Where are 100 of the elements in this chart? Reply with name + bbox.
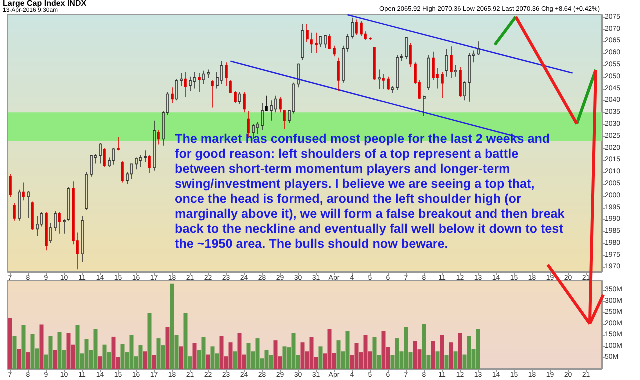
candlestick [130,163,133,180]
candlestick [310,32,313,54]
candlestick [153,120,156,172]
candlestick [459,66,462,98]
bar [202,337,206,369]
bar [444,355,449,369]
candlestick [306,24,309,43]
candlestick [45,212,48,251]
candlestick [243,92,246,113]
candlestick [373,46,376,81]
candlestick [382,74,385,90]
bar [166,327,170,369]
bar [228,342,233,369]
candlestick [468,52,471,102]
candlestick [283,110,286,130]
candlestick [301,24,304,61]
bar [40,324,44,369]
candlestick [324,34,327,49]
bar [431,341,436,369]
candlestick [238,92,241,105]
candlestick [18,190,21,222]
bar [179,346,184,369]
candlestick [117,137,120,152]
candlestick [211,80,214,108]
bar [436,352,440,369]
candlestick [198,72,201,93]
candlestick [297,63,300,88]
bar [346,331,350,369]
candlestick [355,19,358,36]
candlestick [22,182,25,202]
candlestick [184,72,187,98]
candlestick [409,43,412,68]
candlestick [63,219,66,234]
candlestick [31,201,34,231]
bar [440,335,444,369]
candlestick [148,155,151,174]
bar [152,355,156,369]
candlestick [378,69,381,90]
annotation: The market has confused most people for the last 2 weeks and for good reason: left shoulders of a top represent a battle between short-term momentum players and longer-term swing/investment players. I believe we are seeing a top that, once the head is formed, around the left shoulder high (or marginally above it), we will form a false breakout and then break back to the neckline and eventually fall well below it down to test the ~1950 area. The bulls should now beware. [175,132,566,252]
candlestick [229,80,232,94]
bar [8,318,12,369]
candlestick [193,72,196,90]
candlestick [202,70,205,84]
candlestick [265,96,268,112]
candlestick [441,72,444,99]
candlestick [58,212,61,234]
candlestick [477,41,480,56]
candlestick [319,36,322,48]
candlestick [328,34,331,50]
candlestick [369,37,372,40]
candlestick [337,57,340,92]
candlestick [423,96,426,117]
candlestick [27,190,30,219]
candlestick [351,17,354,40]
candlestick [49,222,52,244]
candlestick [157,130,160,146]
candlestick [234,90,237,104]
candlestick [90,155,93,178]
candlestick [360,20,363,37]
candlestick [463,81,466,102]
bar [138,346,143,369]
candlestick [207,69,210,78]
candlestick [103,148,106,168]
candlestick [391,86,394,94]
candlestick [454,64,457,78]
candlestick [99,143,102,164]
candlestick [85,172,88,211]
bar [458,333,462,369]
candlestick [180,72,183,87]
bar [449,342,454,369]
candlestick [9,174,12,198]
bar [26,352,30,369]
bar [17,349,22,369]
candlestick [175,78,178,102]
candlestick [450,46,453,78]
bar [318,346,323,369]
candlestick [279,96,282,113]
candlestick [121,160,124,184]
bar [192,344,197,369]
candlestick [315,32,318,54]
candlestick [270,100,273,122]
candlestick [387,76,390,90]
bar [53,350,58,369]
candlestick [144,150,147,163]
bar [48,336,53,369]
candlestick [67,187,70,222]
bar [233,352,238,369]
candlestick [189,76,192,92]
bar [454,352,458,369]
bar [148,313,152,369]
bar [12,336,17,369]
bar [94,330,98,369]
candlestick [54,210,57,232]
bar [143,352,148,369]
candlestick [261,102,264,131]
candlestick [396,55,399,90]
candlestick [333,46,336,58]
candlestick [139,155,142,168]
candlestick [445,49,448,78]
candlestick [427,55,430,90]
